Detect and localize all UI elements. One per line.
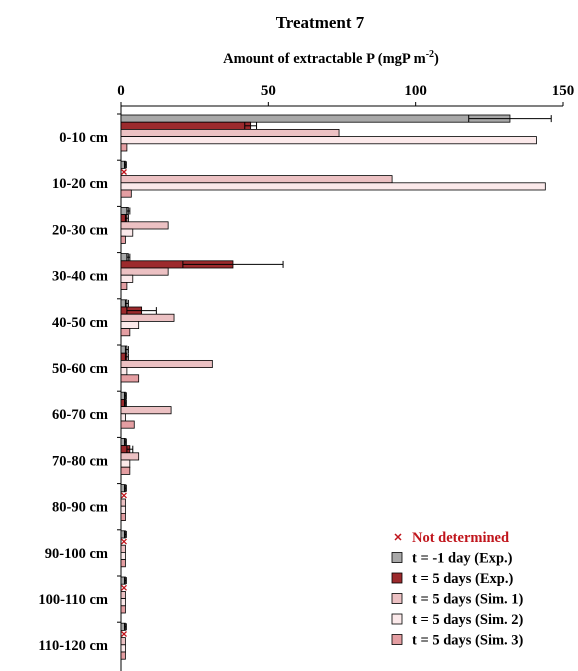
bar: [120, 466, 131, 475]
legend-swatch: [391, 552, 403, 563]
category-label: 110-120 cm: [38, 638, 108, 654]
bar: [120, 121, 252, 130]
bar: [120, 513, 126, 522]
bar: [120, 267, 169, 276]
not-determined-marker: [121, 584, 127, 591]
bar: [120, 175, 393, 184]
legend-item: t = 5 days (Sim. 1): [391, 592, 524, 608]
category-label: 90-100 cm: [45, 546, 108, 562]
bar: [120, 552, 126, 561]
x-tick-label: 50: [261, 83, 276, 99]
bar: [120, 320, 140, 329]
legend-item: t = 5 days (Exp.): [391, 571, 513, 587]
x-tick-label: 0: [117, 83, 125, 99]
bar: [120, 598, 126, 607]
bar: [120, 374, 140, 383]
legend: Not determined t = -1 day (Exp.) t = 5 day…: [391, 530, 524, 649]
legend-item: t = 5 days (Sim. 3): [391, 633, 524, 649]
legend-label: t = 5 days (Sim. 3): [412, 633, 524, 649]
bar: [120, 544, 126, 553]
bar: [120, 367, 128, 376]
not-determined-marker: [121, 169, 127, 175]
bar: [120, 637, 126, 646]
bar: [120, 189, 132, 198]
x-tick-label: 100: [404, 83, 427, 99]
bar: [120, 605, 126, 614]
legend-item: t = 5 days (Sim. 2): [391, 612, 524, 628]
bar: [120, 228, 134, 237]
legend-swatch: [391, 613, 403, 625]
bar: [120, 313, 175, 322]
category-label: 70-80 cm: [52, 453, 108, 469]
category-label: 80-90 cm: [52, 500, 108, 516]
legend-item-not-determined: Not determined: [394, 530, 509, 546]
category-label: 10-20 cm: [52, 176, 108, 192]
category-label: 30-40 cm: [52, 269, 108, 285]
bar: [120, 281, 128, 290]
bar: [120, 359, 213, 368]
bar: [120, 559, 126, 568]
bar: [120, 328, 131, 337]
bar: [120, 128, 340, 137]
legend-label: t = -1 day (Exp.): [412, 551, 513, 567]
category-label: 100-110 cm: [38, 592, 108, 608]
bar: [120, 498, 126, 507]
category-label: 50-60 cm: [52, 361, 108, 377]
legend-swatch: [391, 593, 403, 604]
bar: [120, 114, 511, 123]
category-label: 20-30 cm: [52, 222, 108, 238]
bar: [120, 505, 126, 514]
legend-swatch: [391, 572, 403, 584]
bar: [120, 651, 126, 660]
x-tick-label: 150: [552, 83, 575, 99]
bar: [120, 274, 134, 283]
legend-label: t = 5 days (Sim. 2): [412, 612, 524, 628]
category-label: 0-10 cm: [59, 130, 108, 146]
not-determined-marker: [121, 492, 127, 499]
legend-label: t = 5 days (Sim. 1): [412, 592, 524, 608]
bar: [120, 235, 126, 244]
bar: [120, 644, 126, 653]
bar: [120, 143, 128, 152]
not-determined-marker: [121, 538, 127, 545]
legend-label: Not determined: [412, 530, 509, 546]
not-determined-marker: [121, 631, 127, 637]
category-label: 40-50 cm: [52, 315, 108, 331]
bar: [120, 420, 135, 429]
x-axis-label: Amount of extractable P (mgP m-2): [223, 49, 439, 67]
bar: [120, 452, 140, 461]
bar: [120, 182, 546, 191]
bar: [120, 591, 126, 600]
bar: [120, 406, 172, 415]
bar: [120, 221, 169, 230]
bar: [120, 459, 131, 468]
bar: [120, 413, 126, 422]
chart-title: Treatment 7: [276, 13, 365, 32]
category-label: 60-70 cm: [52, 407, 108, 423]
bar: [120, 136, 537, 145]
legend-item: t = -1 day (Exp.): [391, 551, 513, 567]
legend-swatch: [391, 634, 403, 645]
legend-label: t = 5 days (Exp.): [412, 571, 513, 587]
bars: [120, 114, 552, 660]
